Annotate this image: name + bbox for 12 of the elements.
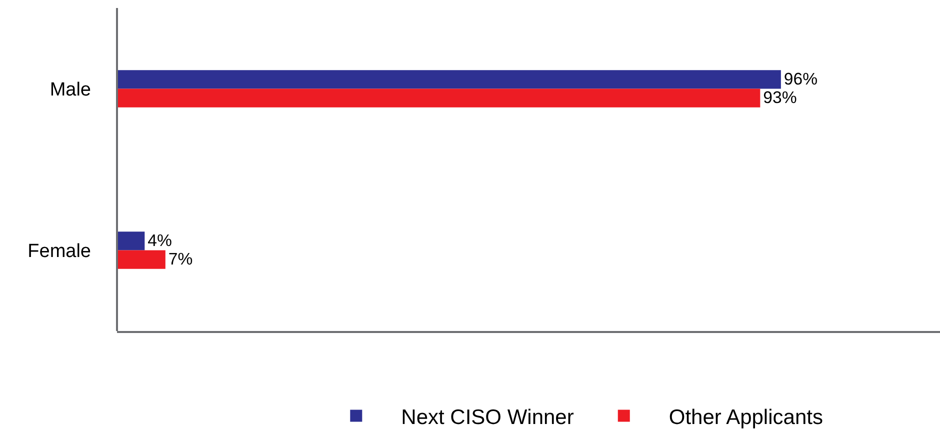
bar — [117, 250, 166, 269]
bar — [117, 88, 760, 108]
data-label: 7% — [168, 249, 193, 268]
bar — [117, 232, 145, 250]
data-label: 96% — [784, 69, 818, 88]
data-label: 4% — [148, 230, 172, 250]
legend-label: Next CISO Winner — [401, 406, 574, 429]
y-tick-label: Female — [28, 240, 91, 262]
data-label: 93% — [763, 88, 797, 107]
legend-label: Other Applicants — [668, 406, 823, 429]
bar — [117, 70, 781, 89]
y-tick-label: Male — [50, 79, 91, 100]
